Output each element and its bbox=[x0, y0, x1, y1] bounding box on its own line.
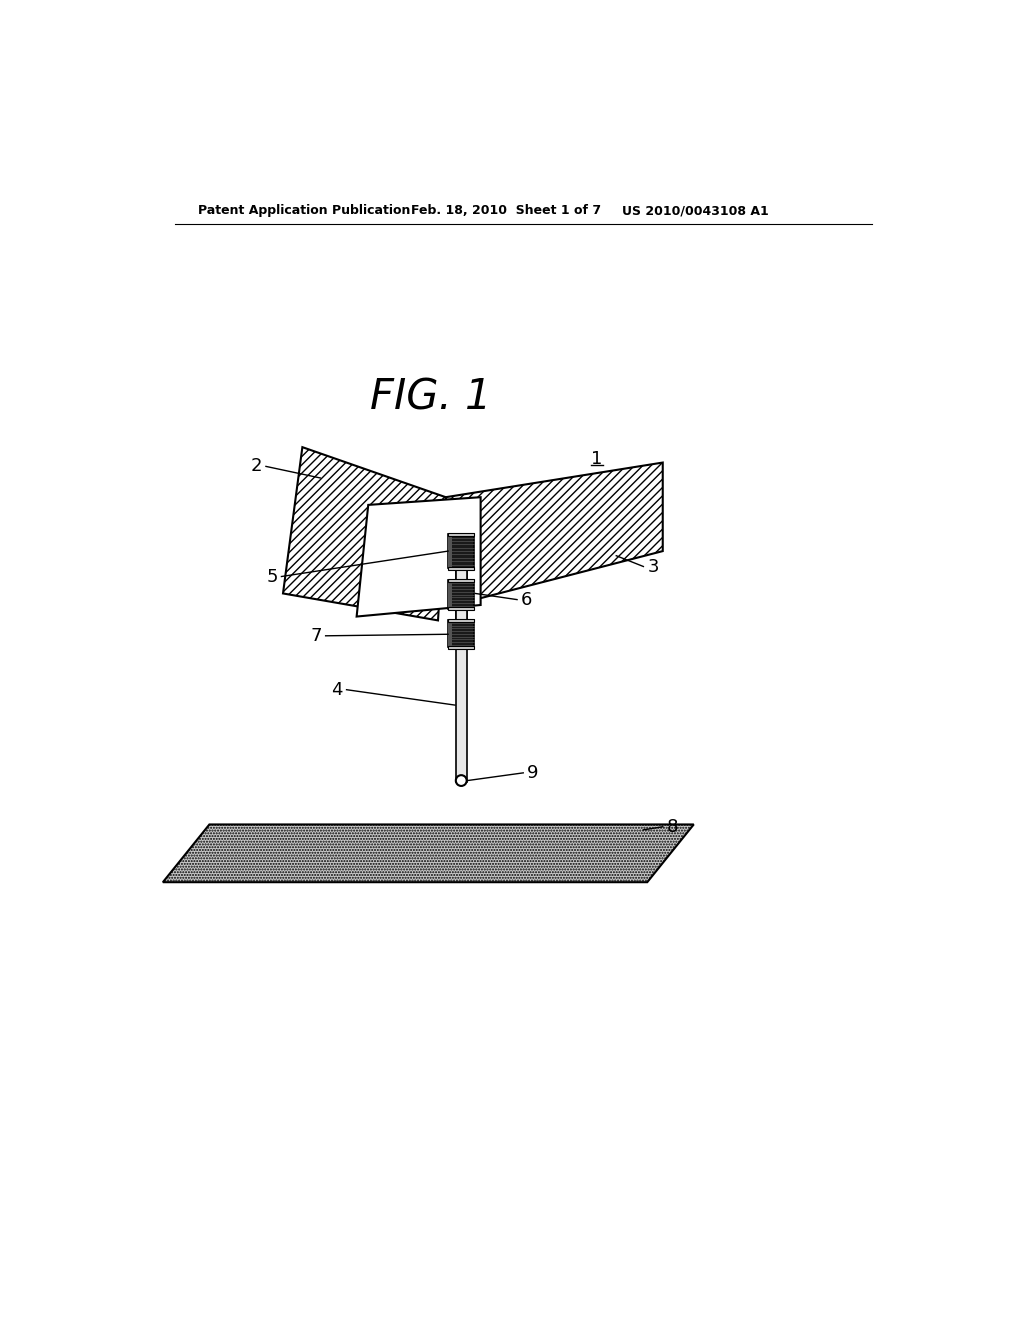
Circle shape bbox=[456, 775, 467, 785]
Bar bbox=[449, 535, 474, 568]
Bar bbox=[449, 581, 474, 609]
Bar bbox=[449, 620, 474, 647]
Polygon shape bbox=[356, 498, 480, 616]
Polygon shape bbox=[445, 462, 663, 601]
Bar bbox=[449, 607, 474, 610]
Bar bbox=[449, 535, 452, 568]
Text: US 2010/0043108 A1: US 2010/0043108 A1 bbox=[623, 205, 769, 218]
Text: 7: 7 bbox=[310, 627, 322, 644]
Text: 9: 9 bbox=[527, 764, 539, 781]
Text: 6: 6 bbox=[521, 590, 532, 609]
Text: Feb. 18, 2010  Sheet 1 of 7: Feb. 18, 2010 Sheet 1 of 7 bbox=[411, 205, 601, 218]
Bar bbox=[449, 645, 474, 649]
Polygon shape bbox=[163, 825, 693, 882]
Text: 3: 3 bbox=[647, 557, 658, 576]
Text: 4: 4 bbox=[331, 681, 343, 698]
Text: 5: 5 bbox=[266, 568, 278, 586]
Bar bbox=[449, 532, 474, 536]
Bar bbox=[449, 578, 474, 582]
Bar bbox=[456, 548, 467, 781]
Text: FIG. 1: FIG. 1 bbox=[370, 376, 490, 418]
Bar bbox=[449, 581, 452, 609]
Bar bbox=[456, 535, 467, 647]
Text: 1: 1 bbox=[591, 450, 602, 467]
Text: 2: 2 bbox=[251, 458, 262, 475]
Bar bbox=[449, 620, 452, 647]
Bar bbox=[449, 566, 474, 570]
Text: Patent Application Publication: Patent Application Publication bbox=[198, 205, 411, 218]
Bar bbox=[449, 619, 474, 622]
Polygon shape bbox=[283, 447, 445, 620]
Text: 8: 8 bbox=[667, 818, 678, 836]
